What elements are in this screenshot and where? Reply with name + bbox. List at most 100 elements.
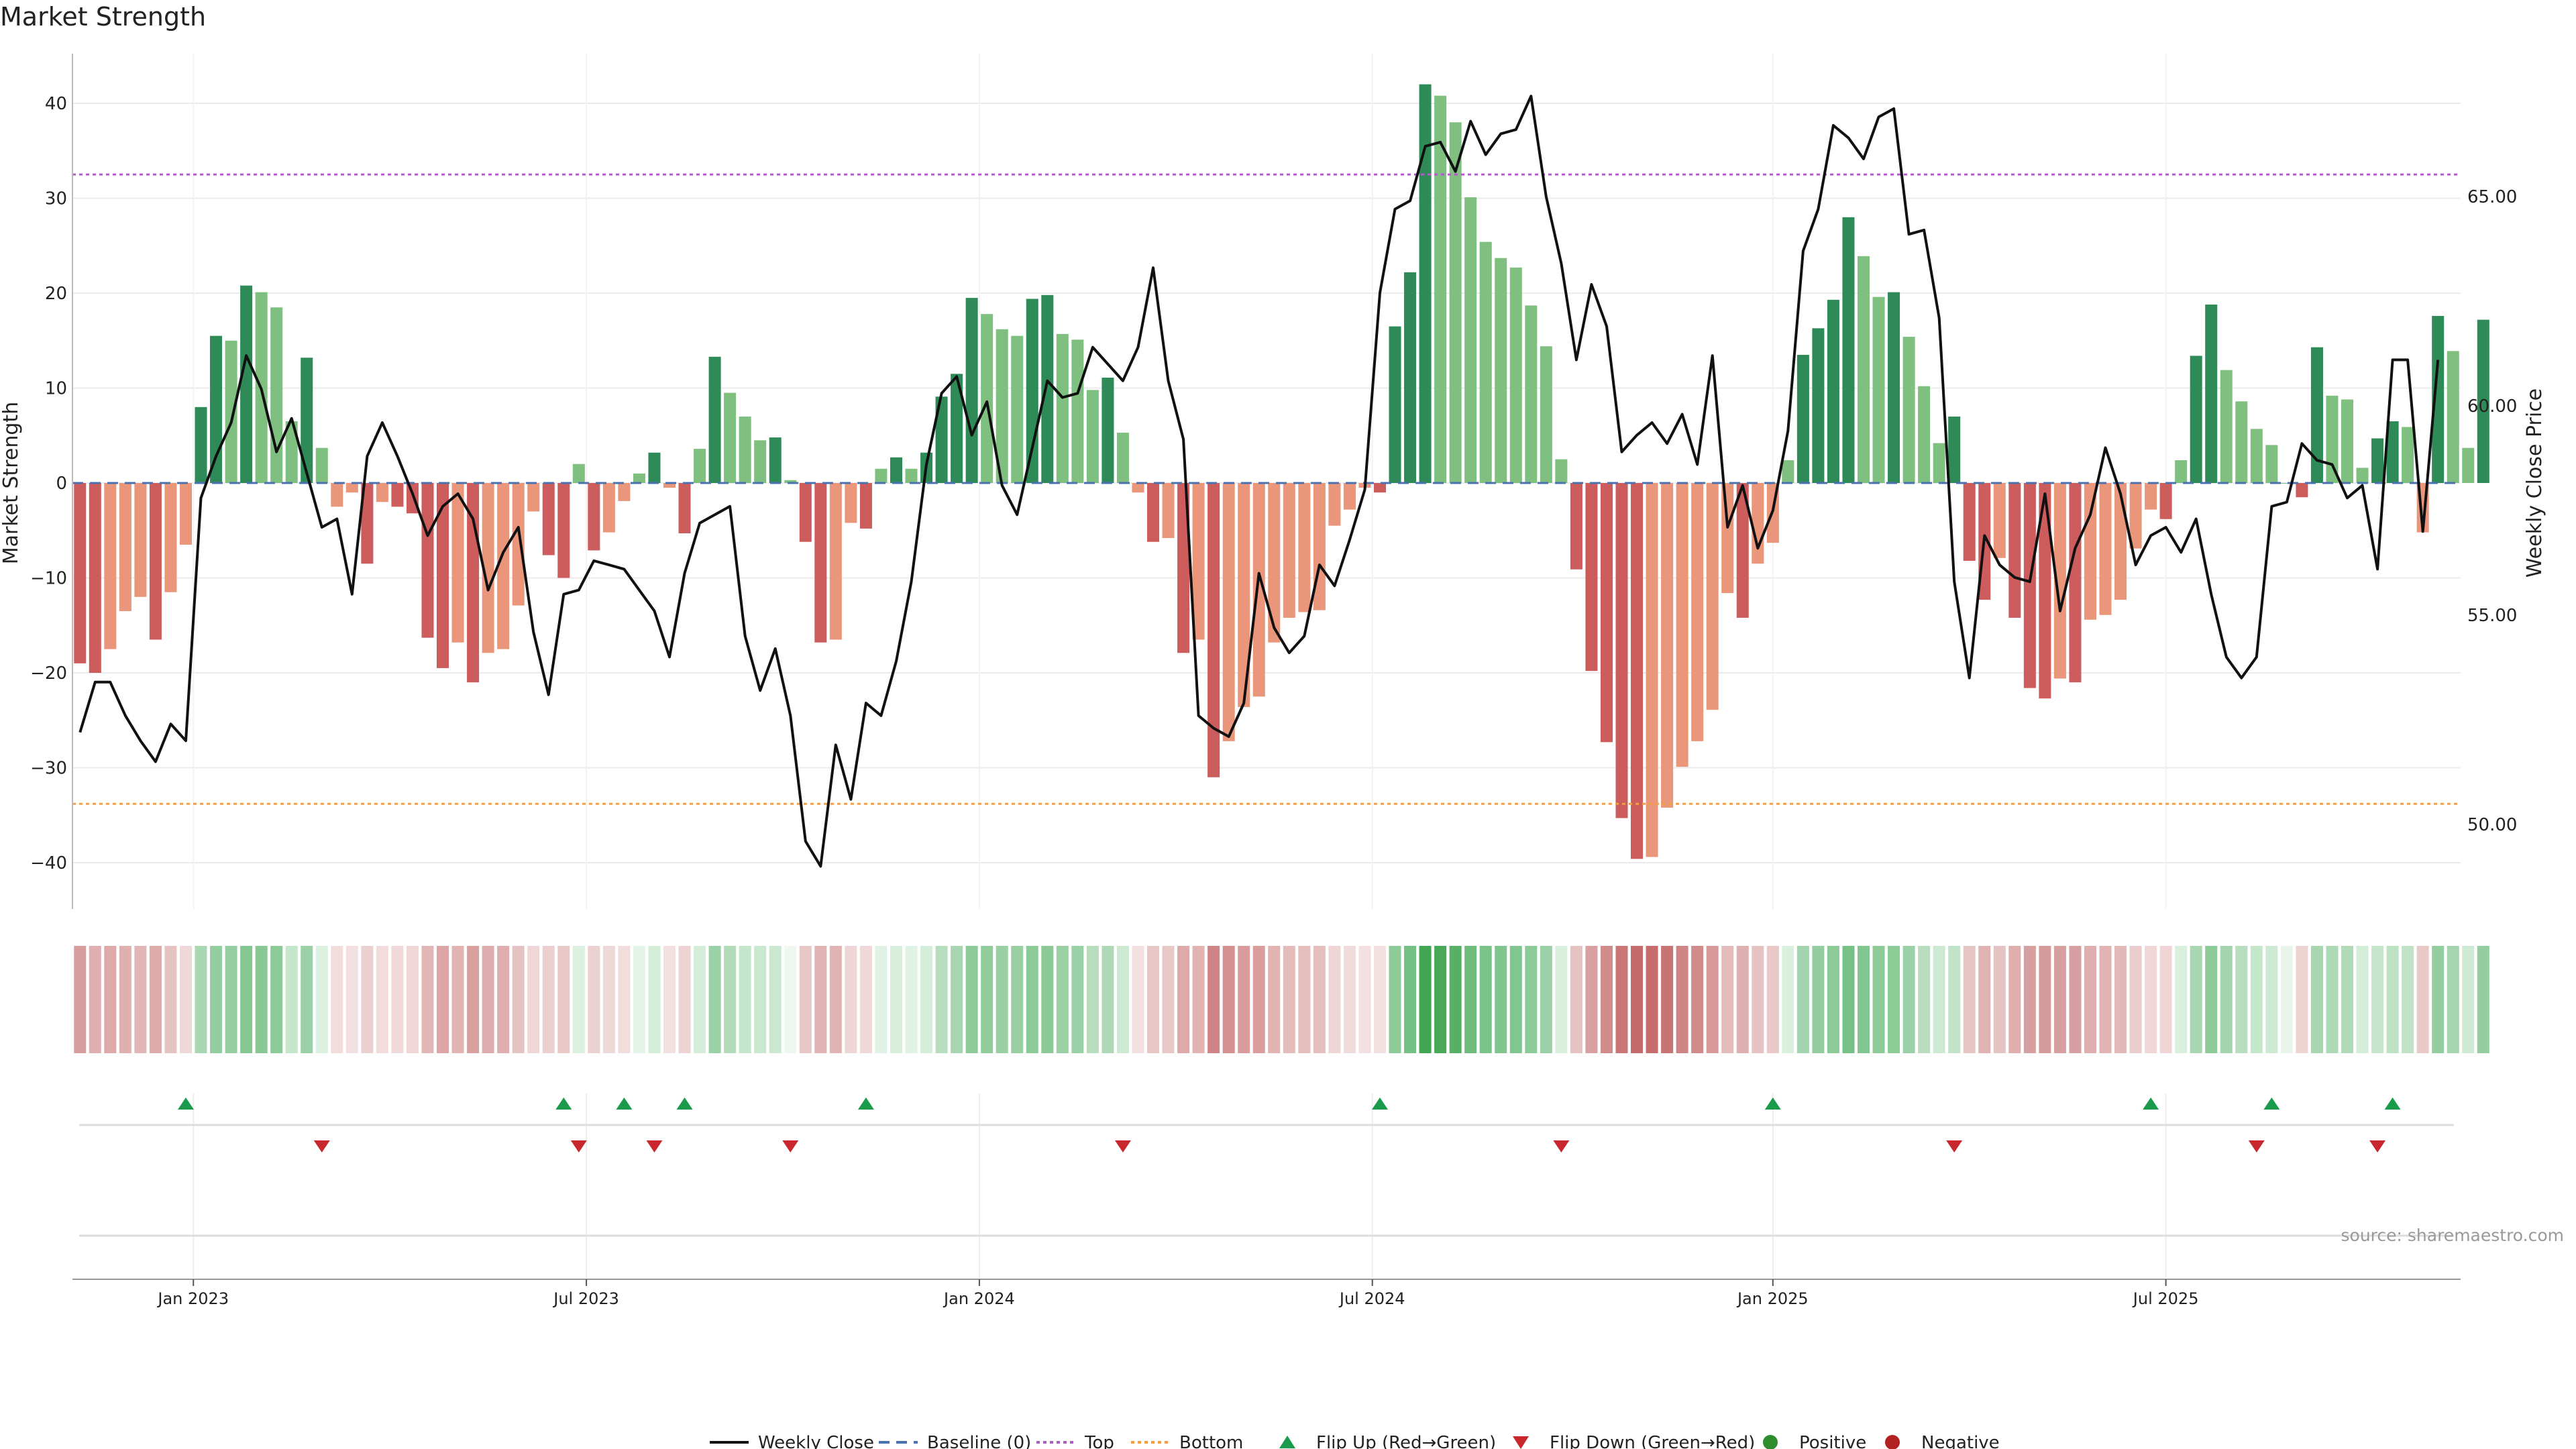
heat-cell (2190, 946, 2202, 1053)
strength-bar (663, 483, 676, 488)
flip-down-marker (646, 1140, 663, 1152)
left-tick-label: 40 (45, 94, 67, 114)
heat-cell (1978, 946, 1991, 1053)
strength-bar (784, 480, 797, 483)
strength-bar (497, 483, 510, 649)
strength-bar (2477, 319, 2489, 483)
heat-cell (678, 946, 691, 1053)
heat-strip (74, 946, 2489, 1053)
heat-cell (1827, 946, 1839, 1053)
heat-cell (1373, 946, 1386, 1053)
strength-bar (1328, 483, 1341, 526)
strength-bar (678, 483, 691, 533)
strength-bar (1086, 390, 1099, 483)
strength-bar (769, 437, 782, 483)
strength-bar (2280, 483, 2293, 484)
heat-cell (301, 946, 313, 1053)
y-axis-label-left: Market Strength (0, 402, 23, 564)
heat-cell (391, 946, 404, 1053)
flip-up-marker (2384, 1097, 2401, 1110)
heat-cell (1116, 946, 1129, 1053)
strength-bar (421, 483, 434, 638)
strength-bar (1600, 483, 1613, 743)
heat-cell (437, 946, 449, 1053)
heat-cell (497, 946, 510, 1053)
strength-bar (195, 407, 207, 483)
heat-cell (2250, 946, 2263, 1053)
strength-bar (1177, 483, 1190, 653)
legend-label: Flip Up (Red→Green) (1316, 1433, 1496, 1449)
flip-up-marker (555, 1097, 572, 1110)
strength-bar (2235, 401, 2248, 483)
heat-cell (285, 946, 298, 1053)
strength-bar (285, 421, 298, 483)
heat-cell (482, 946, 494, 1053)
heat-cell (2220, 946, 2233, 1053)
heat-cell (2114, 946, 2127, 1053)
strength-bar (315, 447, 328, 483)
flip-down-marker (570, 1140, 587, 1152)
strength-bar (572, 464, 585, 483)
strength-bar (542, 483, 555, 555)
strength-bar (1268, 483, 1281, 643)
flip-up-marker (1371, 1097, 1388, 1110)
heat-cell (1147, 946, 1160, 1053)
heat-cell (708, 946, 721, 1053)
strength-bar (2310, 347, 2323, 483)
flip-up-marker (676, 1097, 693, 1110)
heat-cell (2371, 946, 2384, 1053)
heat-cell (1298, 946, 1311, 1053)
strength-bar (1948, 416, 1961, 483)
strength-bar (240, 285, 253, 483)
strength-bar (1555, 459, 1568, 483)
heat-cell (1283, 946, 1295, 1053)
strength-bar (1373, 483, 1386, 493)
strength-bar (1011, 335, 1024, 483)
heat-cell (1011, 946, 1024, 1053)
heat-cell (1071, 946, 1084, 1053)
strength-bar (361, 483, 374, 564)
strength-bar (859, 483, 872, 529)
heat-cell (2053, 946, 2066, 1053)
heat-cell (1585, 946, 1598, 1053)
strength-bar (1585, 483, 1598, 672)
strength-bar (1736, 483, 1749, 618)
heat-cell (1026, 946, 1038, 1053)
heat-cell (905, 946, 918, 1053)
strength-bar (2326, 395, 2339, 483)
heat-cell (527, 946, 540, 1053)
heat-cell (467, 946, 480, 1053)
strength-bar (2447, 351, 2459, 483)
heat-cell (965, 946, 978, 1053)
heat-cell (754, 946, 767, 1053)
strength-bar (890, 457, 902, 483)
heat-cell (1252, 946, 1265, 1053)
heat-cell (2432, 946, 2445, 1053)
strength-bar (345, 483, 358, 493)
heat-cell (2402, 946, 2414, 1053)
strength-bar (1026, 299, 1038, 483)
heat-cell (845, 946, 857, 1053)
heat-cell (361, 946, 374, 1053)
left-tick-label: 0 (56, 474, 67, 494)
heat-cell (1238, 946, 1250, 1053)
heat-cell (512, 946, 525, 1053)
strength-bar (1222, 483, 1235, 741)
legend-label: Flip Down (Green→Red) (1550, 1433, 1755, 1449)
strength-bar (981, 314, 994, 483)
strength-bar (1570, 483, 1582, 570)
strength-bar (1298, 483, 1311, 612)
heat-cell (1313, 946, 1326, 1053)
legend-label: Weekly Close (758, 1433, 874, 1449)
strength-bar (1116, 433, 1129, 483)
heat-cell (195, 946, 207, 1053)
strength-bar (1434, 95, 1447, 483)
strength-bar (1540, 346, 1552, 483)
heat-cell (74, 946, 87, 1053)
strength-bar (1252, 483, 1265, 697)
strength-bar (1389, 326, 1401, 483)
strength-bar (1752, 483, 1764, 564)
heat-cell (2326, 946, 2339, 1053)
strength-bar (1525, 305, 1538, 483)
heat-cell (225, 946, 237, 1053)
